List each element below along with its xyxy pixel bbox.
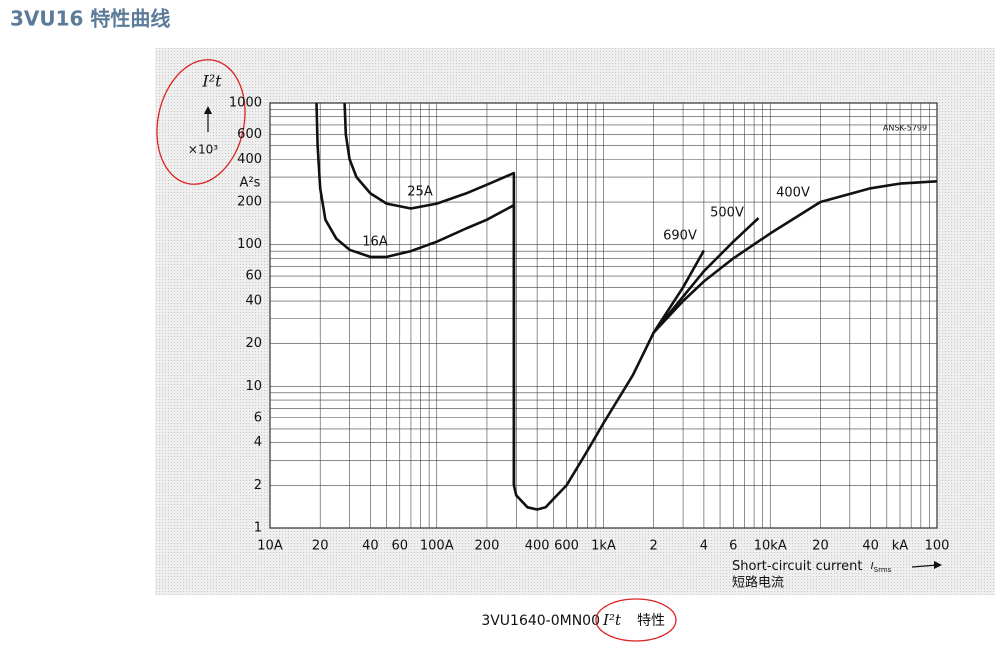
x-tick-label: 6 xyxy=(729,539,737,554)
series-label: 25A xyxy=(407,185,433,200)
x-tick-label: 100A xyxy=(420,539,454,554)
y-unit: A²s xyxy=(240,176,261,191)
series-label: 690V xyxy=(663,229,697,244)
caption-symbol: I²t xyxy=(602,611,622,629)
y-tick-label: 1000 xyxy=(229,96,262,111)
annotation-circle xyxy=(156,59,246,185)
chart-annotation: ANSK-5799 xyxy=(883,124,927,133)
x-tick-label: 20 xyxy=(812,539,829,554)
curve xyxy=(512,180,938,511)
x-tick-label: 60 xyxy=(391,539,408,554)
x-tick-label: 4 xyxy=(700,539,708,554)
x-tick-label: 100 xyxy=(925,539,950,554)
x-arrow xyxy=(911,564,939,568)
y-label: I²t xyxy=(201,72,222,91)
x-tick-label: 400 xyxy=(525,539,550,554)
y-tick-label: 200 xyxy=(237,195,262,210)
x-tick-label: 10kA xyxy=(754,539,787,554)
y-tick-label: 400 xyxy=(237,152,262,167)
y-tick-label: 1 xyxy=(254,521,262,536)
x-tick-label: kA xyxy=(892,539,909,554)
x-tick-label: 20 xyxy=(312,539,329,554)
y-tick-label: 6 xyxy=(254,410,262,425)
x-tick-label: 40 xyxy=(362,539,379,554)
x-tick-label: 1kA xyxy=(591,539,616,554)
series-label: 16A xyxy=(362,235,388,250)
x-tick-label: 40 xyxy=(862,539,879,554)
page-title: 3VU16 特性曲线 xyxy=(10,7,170,31)
y-tick-label: 40 xyxy=(245,294,262,309)
y-tick-label: 60 xyxy=(245,269,262,284)
y-multiplier: ×10³ xyxy=(188,143,218,157)
x-tick-label: 2 xyxy=(650,539,658,554)
y-tick-label: 4 xyxy=(254,435,262,450)
curve xyxy=(315,102,516,486)
y-tick-label: 100 xyxy=(237,237,262,252)
x-tick-label: 600 xyxy=(554,539,579,554)
caption-code: 3VU1640-0MN00 xyxy=(481,613,600,629)
y-arrow-head xyxy=(204,106,212,114)
series-label: 500V xyxy=(710,206,744,221)
x-label-subscript: Srms xyxy=(874,566,892,574)
x-tick-label: 200 xyxy=(475,539,500,554)
x-arrow-head xyxy=(934,561,942,569)
x-label-cn: 短路电流 xyxy=(732,575,784,591)
y-tick-label: 20 xyxy=(245,336,262,351)
caption-text: 特性 xyxy=(637,613,665,629)
series-label: 400V xyxy=(776,186,810,201)
y-tick-label: 10 xyxy=(245,379,262,394)
x-label: Short-circuit current ISrms xyxy=(732,559,892,575)
x-label-text: Short-circuit current xyxy=(732,559,863,574)
y-tick-label: 2 xyxy=(254,478,262,493)
x-label-symbol: I xyxy=(871,561,874,572)
curve xyxy=(652,249,706,334)
y-tick-label: 600 xyxy=(237,127,262,142)
curve xyxy=(652,217,760,334)
x-tick-label: 10A xyxy=(257,539,283,554)
annotation-circle xyxy=(595,598,677,642)
curve xyxy=(343,102,516,486)
